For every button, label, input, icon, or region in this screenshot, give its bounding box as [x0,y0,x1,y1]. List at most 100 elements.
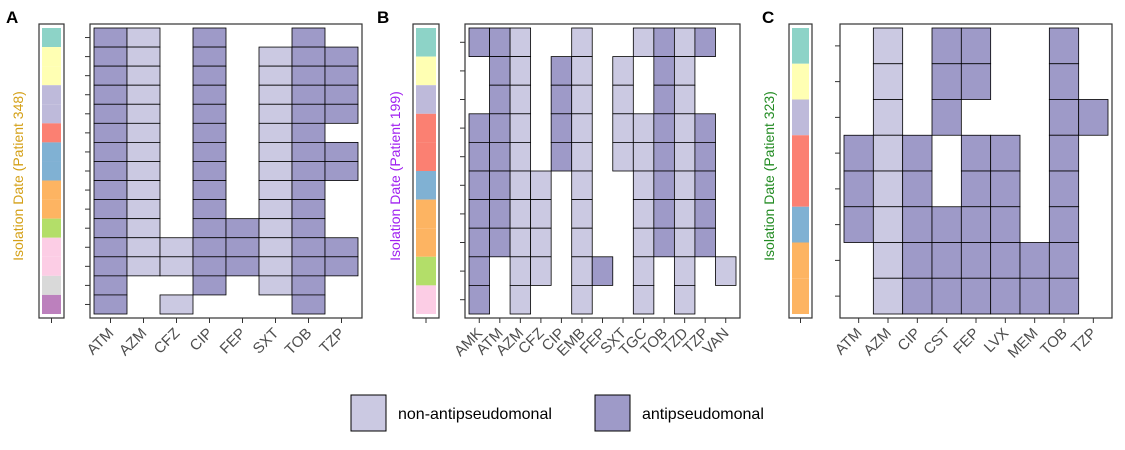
heatmap-cell [990,206,1021,243]
heatmap-cell [258,199,293,220]
heatmap-a [85,23,363,319]
heatmap-cell [694,199,716,229]
heatmap-cell [468,170,490,201]
heatmap-cell [468,284,490,315]
date-strip-cell [416,113,436,143]
x-tick-label: CIP [894,325,924,355]
heatmap-cell [291,27,326,48]
y-axis-label-a: Isolation Date (Patient 348) [10,91,26,261]
date-strip-cell [42,47,61,67]
heatmap-cell [192,65,227,86]
heatmap-cell [872,277,904,315]
heatmap-cell [489,27,511,58]
heatmap-cell [571,84,593,115]
heatmap-cell [571,256,593,286]
date-strip-cell [416,85,436,114]
heatmap-cell [291,275,326,296]
heatmap-cell [1019,277,1050,315]
x-tick-label: CST [920,325,953,358]
heatmap-cell [192,122,227,143]
heatmap-cell [960,206,992,243]
heatmap-cell [530,199,552,229]
date-strip-cell [416,199,436,229]
heatmap-cell [258,65,293,86]
heatmap-cell [489,84,511,115]
heatmap-cell [126,84,161,105]
x-tick-label: MEM [1005,325,1042,362]
y-axis-label-c: Isolation Date (Patient 323) [761,91,777,261]
heatmap-cell [694,227,716,258]
heatmap-cell [673,227,696,258]
heatmap-cell [990,170,1021,208]
heatmap-cell [902,170,933,208]
heatmap-cell [489,170,511,201]
heatmap-cell [632,199,655,229]
x-tick-label: CFZ [151,325,184,358]
heatmap-cell [192,141,227,162]
heatmap-cell [489,141,511,172]
heatmap-cell [694,113,716,143]
heatmap-cell [93,84,128,105]
heatmap-cell [126,27,161,48]
heatmap-cell [990,134,1021,172]
heatmap-cell [571,27,593,58]
heatmap-cell [694,170,716,201]
date-strip-cell [42,66,61,86]
heatmap-cell [632,141,655,172]
heatmap-cell [571,141,593,172]
heatmap-cell [509,84,532,115]
heatmap-cell [192,180,227,201]
heatmap-cell [192,199,227,220]
heatmap-cell [324,65,359,86]
heatmap-cell [258,103,293,124]
heatmap-cell [550,84,573,115]
date-strip-cell [792,99,809,136]
heatmap-cell [509,141,532,172]
legend-swatch-antipseudomonal [594,394,631,432]
heatmap-cell [192,237,227,258]
heatmap-cell [126,65,161,86]
heatmap-cell [1048,277,1080,315]
heatmap-cell [93,27,128,48]
heatmap-cell [489,113,511,143]
heatmap-cell [468,141,490,172]
heatmap-cell [291,122,326,143]
heatmap-cell [225,256,260,277]
heatmap-cell [126,256,161,277]
x-tick-label: ATM [832,325,866,359]
heatmap-cell [159,237,194,258]
date-strip-cell [42,161,61,181]
heatmap-cell [960,170,992,208]
date-strip-cell [42,237,61,257]
panel-letter-c: C [762,8,774,27]
heatmap-cell [931,99,962,136]
heatmap-cell [93,199,128,220]
heatmap-cell [258,180,293,201]
heatmap-cell [673,141,696,172]
heatmap-cell [258,218,293,239]
heatmap-cell [990,242,1021,279]
heatmap-cell [872,27,904,65]
heatmap-cell [1048,206,1080,243]
heatmap-cell [550,113,573,143]
heatmap-cell [291,218,326,239]
date-strip-cell [792,135,809,171]
heatmap-cell [960,27,992,65]
heatmap-cell [126,141,161,162]
heatmap-cell [324,103,359,124]
heatmap-cell [489,227,511,258]
heatmap-cell [612,113,634,143]
heatmap-cell [192,256,227,277]
date-strip-cell [42,218,61,238]
heatmap-cell [468,227,490,258]
heatmap-cell [509,56,532,86]
date-strip-cell [42,199,61,219]
date-strip-cell [42,256,61,276]
heatmap-cell [324,237,359,258]
date-strip-cell [792,206,809,243]
heatmap-cell [530,227,552,258]
heatmap-cell [694,27,716,58]
legend-label-non-antipseudomonal: non-antipseudomonal [398,406,552,423]
